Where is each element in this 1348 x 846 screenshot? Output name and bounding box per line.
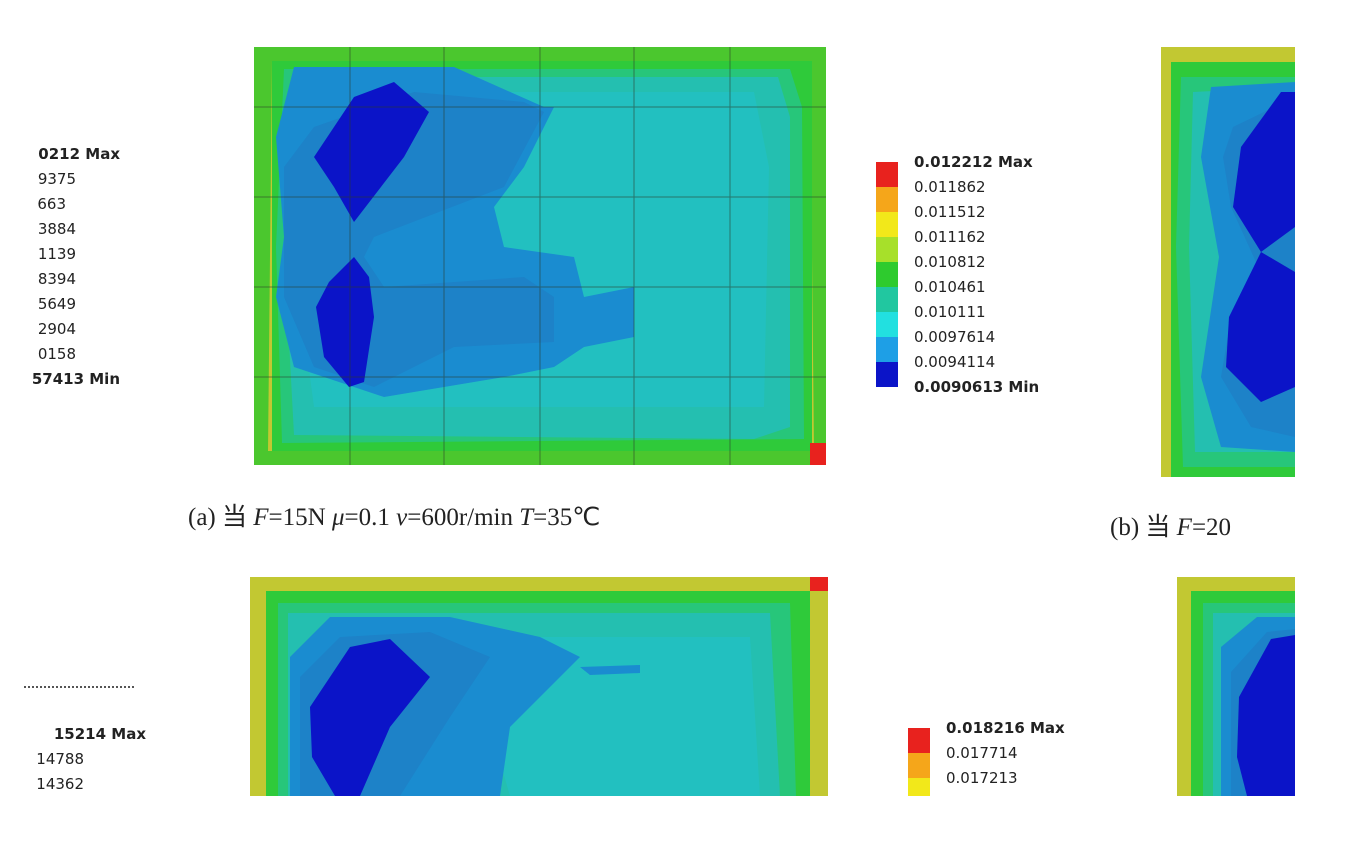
- legend-label: 0.017714: [946, 744, 1018, 762]
- cut-legend-label: 14788: [36, 750, 84, 768]
- cut-left-legend-bottom: 15214 Max 14788 14362: [0, 722, 146, 802]
- legend-c: 0.018216 Max 0.017714 0.017213: [908, 716, 1108, 796]
- contour-plot-d: [1177, 577, 1295, 796]
- caption-var: F: [1176, 514, 1192, 541]
- cut-legend-label: 57413 Min: [31, 370, 120, 388]
- cut-legend-label: 15214 Max: [53, 725, 146, 743]
- legend-label: 0.0094114: [914, 353, 996, 371]
- legend-label: 0.017213: [946, 769, 1018, 787]
- legend-swatch: [908, 728, 930, 753]
- caption-val: =35℃: [533, 504, 601, 531]
- cut-legend-fragment: [24, 686, 134, 692]
- legend-label: 0.010461: [914, 278, 986, 296]
- cut-legend-label: 0158: [37, 345, 76, 363]
- cut-legend-label: 663: [37, 195, 66, 213]
- caption-prefix: (a) 当: [188, 504, 254, 531]
- caption-b: (b) 当 F=20: [1110, 507, 1231, 543]
- cut-legend-label: 0212 Max: [38, 145, 120, 163]
- cut-legend-label: 14362: [36, 775, 84, 793]
- legend-swatch: [876, 187, 898, 212]
- contour-plot-a: [254, 47, 826, 465]
- caption-val: =0.1: [344, 504, 397, 531]
- legend-swatch: [876, 337, 898, 362]
- cut-legend-label: 3884: [37, 220, 76, 238]
- legend-swatch: [876, 362, 898, 387]
- legend-label: 0.010812: [914, 253, 986, 271]
- contour-plot-b: [1161, 47, 1295, 477]
- cut-left-legend-top: 0212 Max 9375 663 3884 1139 8394 5649 29…: [0, 142, 120, 392]
- legend-a: 0.012212 Max 0.011862 0.011512 0.011162 …: [876, 150, 1076, 400]
- legend-label-min: 0.0090613 Min: [914, 378, 1040, 396]
- legend-label: 0.011512: [914, 203, 986, 221]
- contour-plot-c: [250, 577, 828, 796]
- cut-legend-label: 5649: [37, 295, 76, 313]
- legend-swatch: [908, 753, 930, 778]
- caption-val: =20: [1191, 514, 1232, 541]
- legend-swatch: [876, 162, 898, 187]
- caption-var: v: [396, 504, 408, 531]
- legend-swatch: [876, 212, 898, 237]
- legend-swatch: [876, 262, 898, 287]
- caption-var: μ: [331, 504, 345, 531]
- caption-val: =600r/min: [407, 504, 520, 531]
- caption-var: F: [253, 504, 269, 531]
- legend-swatch: [908, 778, 930, 796]
- cut-legend-label: 9375: [37, 170, 76, 188]
- legend-label: 0.011862: [914, 178, 986, 196]
- legend-swatch: [876, 237, 898, 262]
- cut-legend-label: 8394: [37, 270, 76, 288]
- legend-label: 0.0097614: [914, 328, 996, 346]
- legend-swatch: [876, 287, 898, 312]
- legend-label-max: 0.018216 Max: [946, 719, 1065, 737]
- legend-swatch: [876, 312, 898, 337]
- cut-legend-label: 1139: [37, 245, 76, 263]
- legend-label: 0.010111: [914, 303, 986, 321]
- legend-label: 0.011162: [914, 228, 986, 246]
- caption-val: =15N: [268, 504, 332, 531]
- legend-label-max: 0.012212 Max: [914, 153, 1033, 171]
- caption-a: (a) 当 F=15N μ=0.1 v=600r/min T=35℃: [188, 497, 600, 533]
- caption-prefix: (b) 当: [1110, 514, 1177, 541]
- caption-var: T: [519, 504, 534, 531]
- cut-legend-label: 2904: [37, 320, 76, 338]
